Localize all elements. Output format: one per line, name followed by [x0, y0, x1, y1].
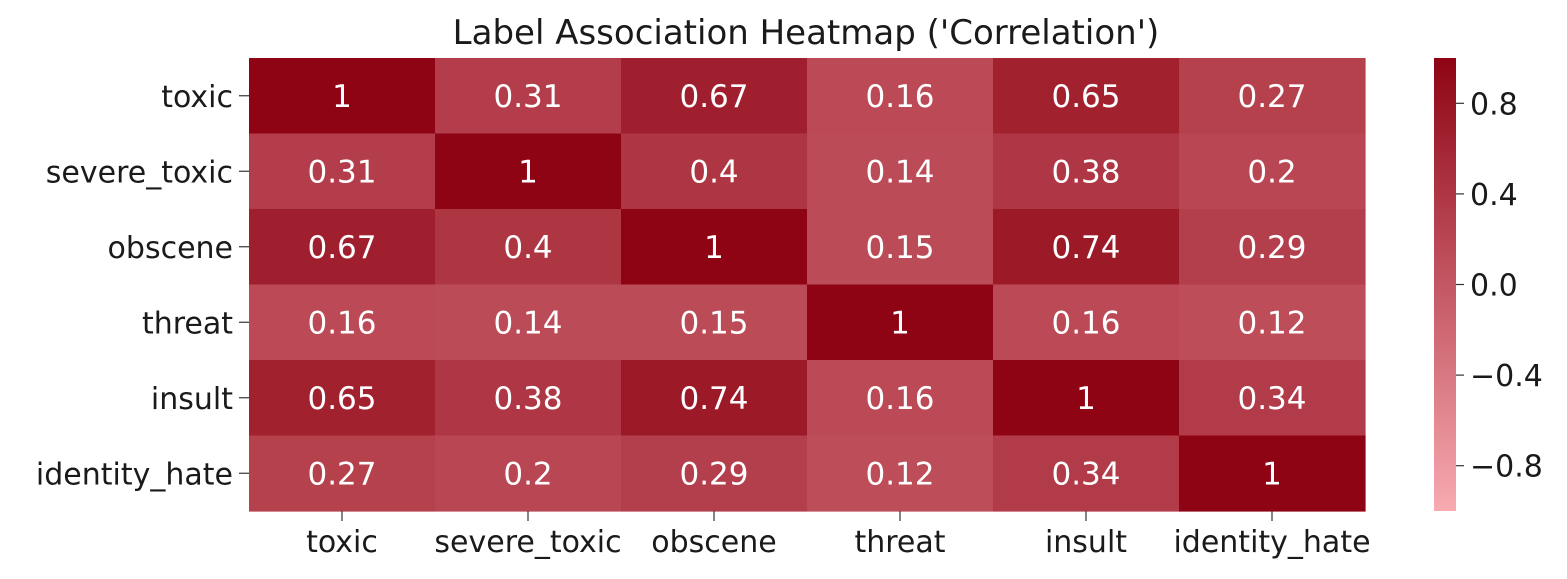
column-label: insult — [1045, 525, 1127, 560]
cell-annotation: 0.31 — [307, 154, 376, 190]
cell-annotation: 0.65 — [1051, 79, 1120, 115]
column-label: toxic — [306, 525, 378, 560]
heatmap-cell — [993, 360, 1180, 437]
heatmap-cell — [435, 133, 622, 210]
column-label: threat — [854, 525, 945, 560]
cell-annotation: 0.34 — [1051, 456, 1120, 492]
heatmap-cell — [621, 284, 808, 361]
cell-annotation: 1 — [704, 230, 724, 266]
colorbar-tick-label: 0.0 — [1470, 269, 1518, 304]
cell-annotation: 0.16 — [865, 79, 934, 115]
cell-annotation: 1 — [1262, 456, 1282, 492]
row-label: threat — [142, 306, 233, 341]
cell-annotation: 0.74 — [1051, 230, 1120, 266]
cell-annotation: 1 — [518, 154, 538, 190]
heatmap-cell — [621, 360, 808, 437]
column-labels: toxic severe_toxic obscene threat insult iden… — [306, 511, 1371, 560]
heatmap-cell — [249, 284, 436, 361]
heatmap-cell — [249, 360, 436, 437]
heatmap-cell — [435, 209, 622, 286]
heatmap-cells: 1 0.31 0.67 0.16 0.65 0.27 0.31 1 0.4 0.14 0.38 0.2… — [249, 58, 1366, 512]
heatmap-cell — [435, 435, 622, 512]
cell-annotation: 0.12 — [1237, 305, 1306, 341]
cell-annotation: 0.27 — [307, 456, 376, 492]
heatmap-cell — [1179, 284, 1366, 361]
heatmap-cell — [435, 58, 622, 135]
heatmap-cell — [435, 360, 622, 437]
heatmap-cell — [993, 209, 1180, 286]
column-label: identity_hate — [1173, 525, 1370, 560]
cell-annotation: 0.12 — [865, 456, 934, 492]
row-label: severe_toxic — [46, 155, 233, 190]
row-label: obscene — [108, 231, 233, 266]
heatmap-cell — [249, 435, 436, 512]
cell-annotation: 0.16 — [1051, 305, 1120, 341]
colorbar-tick-label: 0.8 — [1470, 87, 1518, 122]
heatmap-cell — [1179, 360, 1366, 437]
cell-annotation: 0.29 — [679, 456, 748, 492]
heatmap-cell — [621, 435, 808, 512]
chart-title: Label Association Heatmap ('Correlation'… — [453, 13, 1160, 53]
cell-annotation: 0.4 — [689, 154, 738, 190]
colorbar-tick-label: −0.4 — [1470, 359, 1543, 394]
heatmap-cell — [807, 435, 994, 512]
cell-annotation: 0.38 — [493, 381, 562, 417]
row-label: insult — [151, 382, 233, 417]
heatmap-cell — [993, 284, 1180, 361]
heatmap-cell — [807, 133, 994, 210]
cell-annotation: 0.16 — [307, 305, 376, 341]
heatmap-cell — [807, 284, 994, 361]
cell-annotation: 1 — [890, 305, 910, 341]
cell-annotation: 0.27 — [1237, 79, 1306, 115]
heatmap-cell — [249, 209, 436, 286]
colorbar: 0.8 0.4 0.0 −0.4 −0.8 — [1434, 58, 1543, 511]
cell-annotation: 0.15 — [865, 230, 934, 266]
heatmap-cell — [621, 133, 808, 210]
cell-annotation: 0.2 — [503, 456, 552, 492]
row-label: identity_hate — [36, 457, 233, 492]
heatmap-cell — [435, 284, 622, 361]
cell-annotation: 0.4 — [503, 230, 552, 266]
heatmap-cell — [249, 133, 436, 210]
cell-annotation: 0.2 — [1247, 154, 1296, 190]
heatmap-cell — [249, 58, 436, 135]
heatmap-cell — [621, 58, 808, 135]
row-label: toxic — [161, 80, 233, 115]
cell-annotation: 0.14 — [865, 154, 934, 190]
heatmap-cell — [1179, 58, 1366, 135]
cell-annotation: 0.29 — [1237, 230, 1306, 266]
cell-annotation: 0.31 — [493, 79, 562, 115]
heatmap-cell — [1179, 209, 1366, 286]
column-label: obscene — [651, 525, 776, 560]
heatmap-cell — [621, 209, 808, 286]
cell-annotation: 0.74 — [679, 381, 748, 417]
heatmap-cell — [1179, 435, 1366, 512]
cell-annotation: 0.16 — [865, 381, 934, 417]
cell-annotation: 0.15 — [679, 305, 748, 341]
cell-annotation: 0.14 — [493, 305, 562, 341]
heatmap-cell — [993, 58, 1180, 135]
cell-annotation: 0.34 — [1237, 381, 1306, 417]
cell-annotation: 0.65 — [307, 381, 376, 417]
cell-annotation: 0.67 — [307, 230, 376, 266]
cell-annotation: 1 — [1076, 381, 1096, 417]
cell-annotation: 0.38 — [1051, 154, 1120, 190]
colorbar-gradient — [1434, 58, 1456, 511]
heatmap-cell — [807, 209, 994, 286]
colorbar-tick-label: −0.8 — [1470, 450, 1543, 485]
heatmap-cell — [1179, 133, 1366, 210]
heatmap-cell — [807, 58, 994, 135]
cell-annotation: 0.67 — [679, 79, 748, 115]
cell-annotation: 1 — [332, 79, 352, 115]
colorbar-tick-label: 0.4 — [1470, 178, 1518, 213]
heatmap-cell — [807, 360, 994, 437]
heatmap-cell — [993, 435, 1180, 512]
column-label: severe_toxic — [434, 525, 621, 560]
heatmap-cell — [993, 133, 1180, 210]
